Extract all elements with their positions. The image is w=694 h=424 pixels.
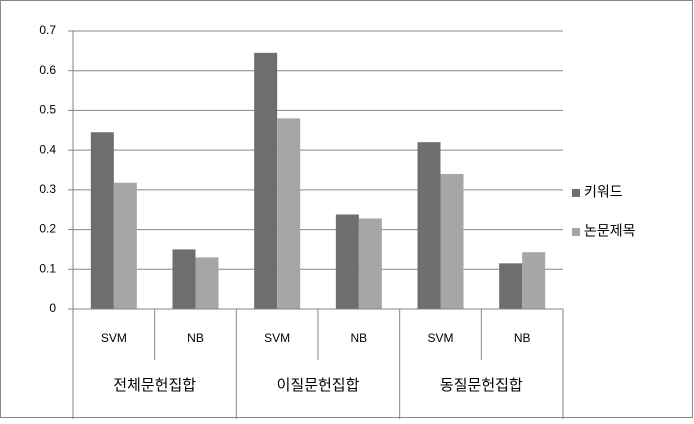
x-tick-label: SVM: [427, 331, 453, 345]
bar: [195, 257, 219, 309]
x-group-label: 동질문헌집합: [440, 377, 523, 394]
bar: [254, 52, 278, 309]
bar: [172, 249, 196, 309]
bar: [113, 182, 137, 309]
x-group-label: 전체문헌집합: [113, 377, 196, 394]
bar: [335, 214, 359, 309]
y-tick-label: 0.7: [39, 23, 56, 37]
bar: [522, 252, 546, 309]
legend-swatch: [572, 228, 580, 236]
y-tick-label: 0.4: [39, 142, 56, 156]
y-tick-label: 0: [49, 301, 56, 315]
x-group-label: 이질문헌집합: [277, 377, 360, 394]
x-tick-label: NB: [187, 331, 204, 345]
bar: [358, 218, 382, 309]
bar: [277, 118, 301, 309]
y-tick-label: 0.6: [39, 63, 56, 77]
x-tick-label: NB: [514, 331, 531, 345]
y-tick-label: 0.5: [39, 103, 56, 117]
y-tick-label: 0.2: [39, 222, 56, 236]
bar: [440, 173, 464, 309]
x-tick-label: SVM: [101, 331, 127, 345]
bar: [499, 263, 523, 309]
legend-swatch: [572, 189, 580, 197]
bar: [417, 142, 441, 309]
bar: [90, 132, 114, 309]
x-tick-label: NB: [350, 331, 367, 345]
y-tick-label: 0.3: [39, 182, 56, 196]
legend-label: 키워드: [584, 184, 623, 200]
x-tick-label: SVM: [264, 331, 290, 345]
y-tick-label: 0.1: [39, 261, 56, 275]
legend-label: 논문제목: [584, 223, 636, 239]
